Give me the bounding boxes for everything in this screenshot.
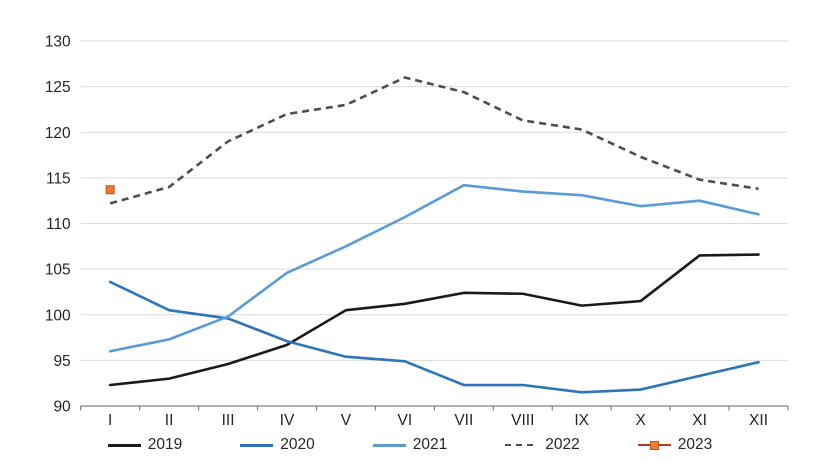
- legend-item-2019: 2019: [107, 436, 183, 454]
- legend-swatch-2019: [107, 443, 141, 447]
- legend-label-2022: 2022: [545, 436, 580, 454]
- svg-text:III: III: [222, 412, 235, 429]
- svg-text:110: 110: [46, 216, 71, 233]
- svg-text:125: 125: [45, 79, 71, 96]
- svg-text:V: V: [341, 412, 352, 429]
- series-2019: [108, 253, 760, 387]
- svg-text:II: II: [165, 412, 174, 429]
- series-2020: [108, 280, 760, 394]
- legend-item-2021: 2021: [372, 436, 448, 454]
- svg-text:120: 120: [45, 125, 71, 142]
- svg-text:I: I: [108, 412, 112, 429]
- svg-text:XI: XI: [692, 412, 707, 429]
- legend-label-2019: 2019: [147, 436, 183, 454]
- legend-label-2023: 2023: [677, 436, 713, 454]
- x-axis-labels: I II III IV V VI VII VIII IX X XI XII: [108, 412, 768, 429]
- svg-text:100: 100: [45, 307, 71, 324]
- svg-text:115: 115: [46, 170, 71, 187]
- svg-text:IV: IV: [280, 412, 295, 429]
- svg-text:105: 105: [45, 262, 71, 279]
- svg-text:VIII: VIII: [511, 412, 534, 429]
- series-2023: [105, 185, 115, 195]
- svg-text:IX: IX: [574, 412, 589, 429]
- legend-item-2022: 2022: [505, 436, 580, 454]
- series-2022: [109, 76, 759, 205]
- svg-text:VII: VII: [454, 412, 473, 429]
- y-axis-labels: 130 125 120 115 110 105 100 95 90: [45, 34, 71, 416]
- legend-swatch-2020: [240, 443, 274, 447]
- legend-swatch-2023: [637, 440, 671, 450]
- svg-text:X: X: [635, 412, 646, 429]
- svg-text:XII: XII: [749, 412, 768, 429]
- x-axis: [80, 405, 789, 411]
- legend-label-2021: 2021: [412, 436, 448, 454]
- series-2021: [108, 183, 760, 353]
- svg-text:90: 90: [53, 399, 71, 416]
- svg-text:VI: VI: [398, 412, 413, 429]
- legend-swatch-2021: [372, 443, 406, 447]
- legend-label-2020: 2020: [280, 436, 315, 454]
- svg-text:95: 95: [53, 353, 70, 370]
- legend-item-2023: 2023: [637, 436, 713, 454]
- chart-legend: 2019 2020 2021 2022 2023: [0, 433, 820, 457]
- legend-swatch-2022: [505, 443, 539, 447]
- legend-marker-square-2023: [649, 440, 659, 450]
- svg-text:130: 130: [45, 34, 71, 51]
- legend-item-2020: 2020: [240, 436, 315, 454]
